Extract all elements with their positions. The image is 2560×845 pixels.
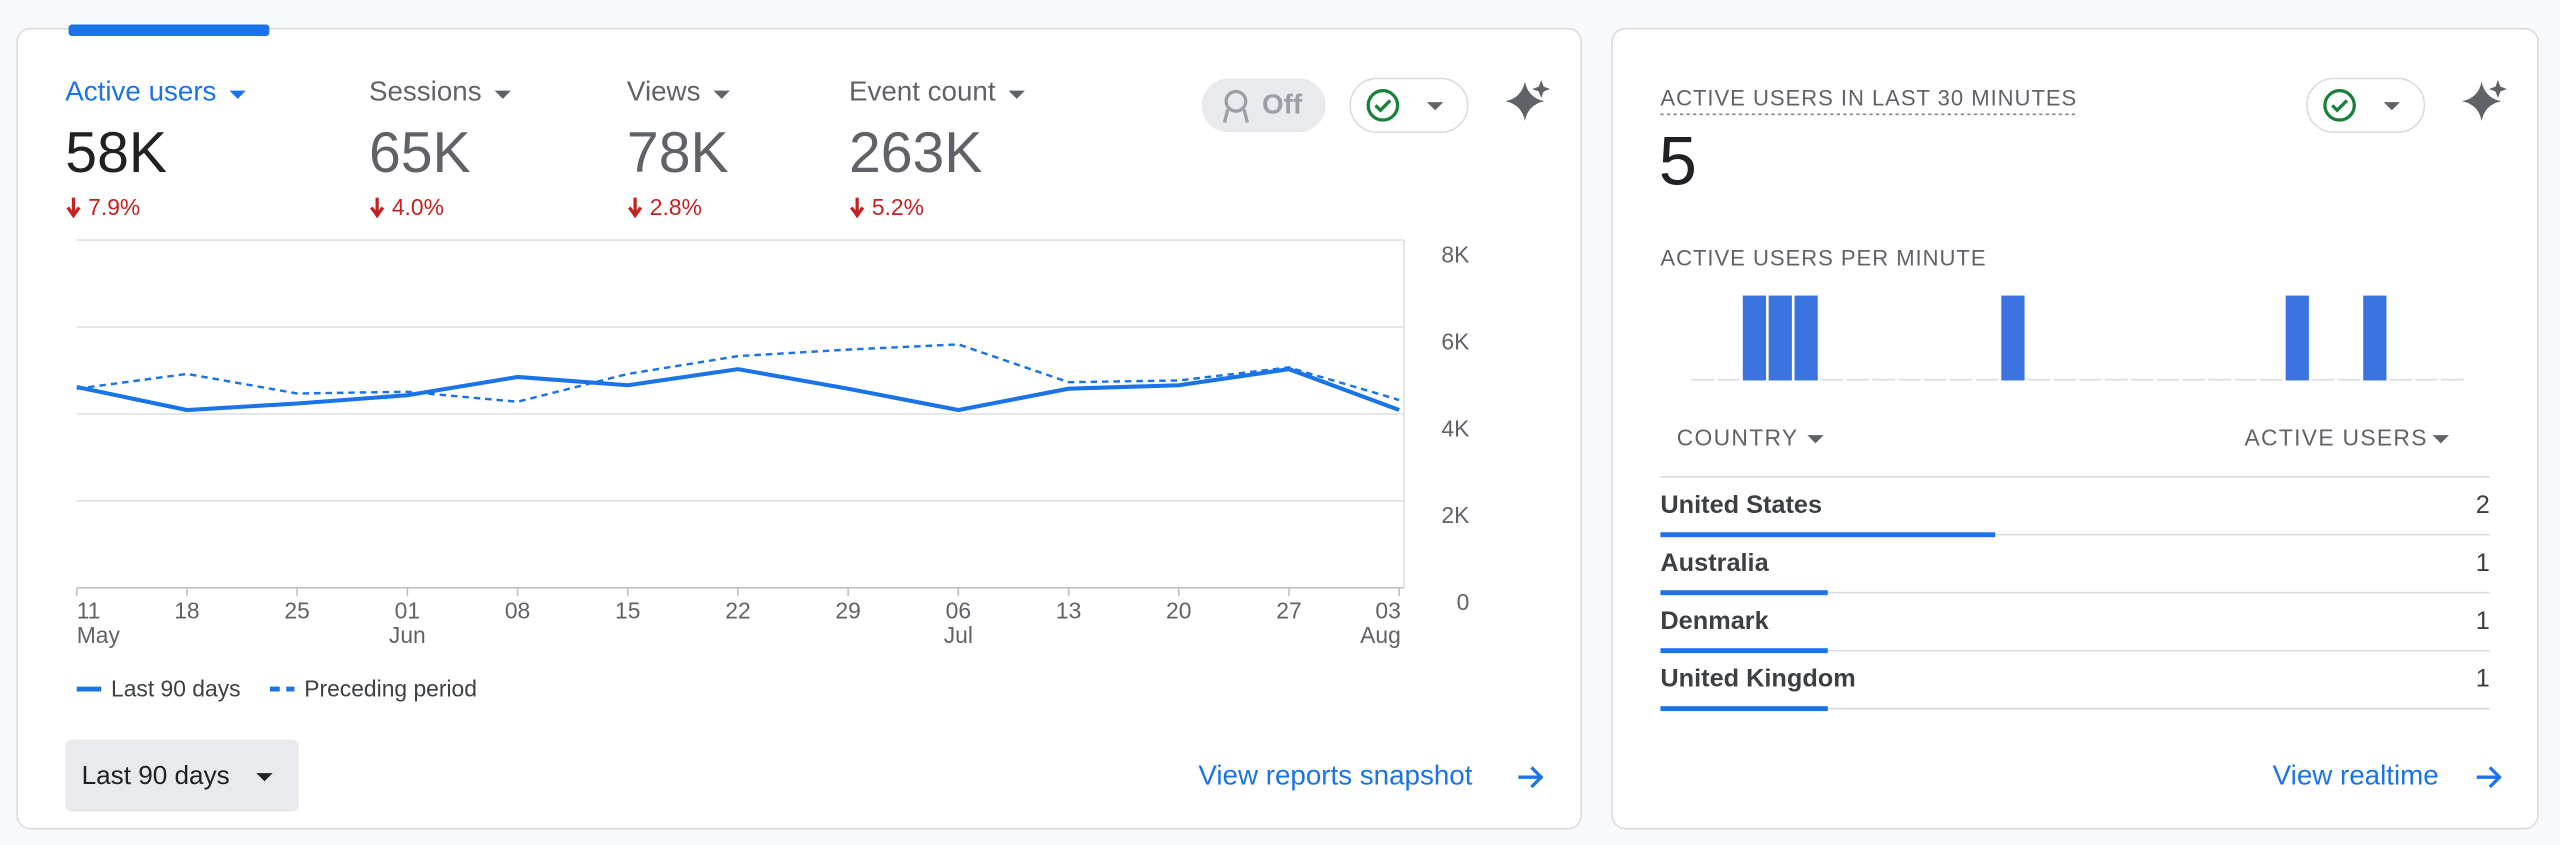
toggle-icon	[1224, 89, 1248, 113]
dropdown-caret	[1807, 435, 1824, 444]
minute-bar	[1742, 295, 1767, 381]
x-tick-label: 18	[174, 597, 199, 623]
down-arrow	[66, 197, 81, 219]
down-arrow	[850, 197, 865, 219]
per-minute-title: ACTIVE USERS PER MINUTE	[1660, 245, 1986, 270]
dropdown-caret	[494, 90, 511, 99]
link-arrow	[2476, 766, 2502, 789]
x-month-label: Jun	[389, 622, 426, 648]
row-bar	[1660, 648, 1828, 654]
minute-bar	[2001, 295, 2025, 381]
y-tick-label: 2K	[1441, 502, 1469, 528]
metric-value: 78K	[627, 121, 729, 185]
dropdown-caret	[1426, 102, 1444, 111]
row-value: 1	[2476, 549, 2490, 577]
y-tick-label: 0	[1457, 589, 1470, 615]
legend-label: Preceding period	[304, 676, 477, 702]
x-tick-label: 15	[615, 597, 640, 623]
row-bar	[1660, 590, 1828, 596]
minute-bar	[1768, 295, 1792, 381]
check-mark	[2331, 99, 2349, 113]
dropdown-caret	[229, 90, 246, 99]
active-tab-indicator	[68, 24, 270, 36]
row-value: 1	[2476, 607, 2490, 635]
metric-label[interactable]: Views	[627, 75, 701, 106]
legend-label: Last 90 days	[111, 676, 241, 702]
x-tick-label: 08	[505, 597, 530, 623]
x-tick-label: 11	[77, 597, 101, 623]
check-icon	[2323, 89, 2356, 122]
ai-sparkle[interactable]	[1505, 80, 1551, 121]
metric-value: 58K	[65, 121, 167, 185]
x-tick-label: 06	[946, 597, 971, 623]
toggle-label: Off	[1262, 89, 1303, 120]
x-month-label: Aug	[1360, 622, 1401, 648]
y-tick-label: 8K	[1441, 241, 1469, 267]
x-tick-label: 01	[395, 597, 420, 623]
date-range-button[interactable]	[65, 739, 299, 812]
view-reports-link[interactable]: View reports snapshot	[1198, 760, 1472, 791]
column-header[interactable]: COUNTRY	[1677, 424, 1799, 450]
x-tick-label: 25	[284, 597, 309, 623]
x-tick-label: 27	[1276, 597, 1301, 623]
dropdown-caret	[2432, 435, 2449, 444]
check-mark	[1374, 99, 1392, 113]
realtime-title: ACTIVE USERS IN LAST 30 MINUTES	[1660, 85, 2077, 110]
dropdown-caret	[2383, 102, 2400, 111]
country-name: Australia	[1660, 549, 1769, 577]
y-tick-label: 6K	[1441, 328, 1469, 354]
x-tick-label: 29	[835, 597, 860, 623]
minute-bar	[1794, 295, 1818, 381]
dropdown-caret	[1008, 90, 1025, 99]
link-arrow	[1518, 766, 1544, 789]
metric-label[interactable]: Event count	[849, 75, 996, 106]
metric-change: 2.8%	[650, 194, 702, 220]
check-icon	[1366, 89, 1400, 122]
row-bar	[1660, 532, 1996, 538]
country-name: Denmark	[1660, 607, 1769, 635]
view-realtime-link[interactable]: View realtime	[2273, 760, 2439, 791]
metric-value: 65K	[369, 121, 471, 185]
ai-sparkle[interactable]	[2462, 80, 2507, 121]
column-header[interactable]: ACTIVE USERS	[2245, 424, 2428, 450]
x-tick-label: 03	[1375, 597, 1400, 623]
realtime-value: 5	[1659, 123, 1697, 200]
x-month-label: May	[77, 622, 121, 648]
down-arrow	[628, 197, 643, 219]
x-tick-label: 13	[1056, 597, 1081, 623]
down-arrow	[370, 197, 385, 219]
x-tick-label: 22	[725, 597, 750, 623]
realtime-card	[1611, 27, 2539, 830]
y-tick-label: 4K	[1441, 415, 1469, 441]
x-month-label: Jul	[944, 622, 973, 648]
x-tick-label: 20	[1166, 597, 1191, 623]
date-range-label: Last 90 days	[82, 760, 230, 790]
dropdown-caret	[256, 773, 273, 782]
metric-change: 7.9%	[88, 194, 140, 220]
country-name: United Kingdom	[1660, 665, 1855, 693]
dropdown-caret	[713, 90, 730, 99]
metric-label[interactable]: Sessions	[369, 75, 482, 106]
overview-card	[16, 27, 1583, 830]
minute-bar	[2285, 295, 2309, 381]
country-name: United States	[1660, 491, 1822, 519]
row-bar	[1660, 706, 1828, 712]
metric-value: 263K	[849, 121, 982, 185]
row-value: 1	[2476, 665, 2490, 693]
metric-change: 5.2%	[872, 194, 924, 220]
row-value: 2	[2476, 491, 2490, 519]
metric-label[interactable]: Active users	[65, 75, 216, 106]
toggle-icon-ribbon	[1222, 109, 1249, 123]
series-line	[76, 343, 1400, 403]
minute-bar	[2363, 295, 2387, 381]
metric-change: 4.0%	[392, 194, 444, 220]
series-line	[76, 367, 1400, 413]
